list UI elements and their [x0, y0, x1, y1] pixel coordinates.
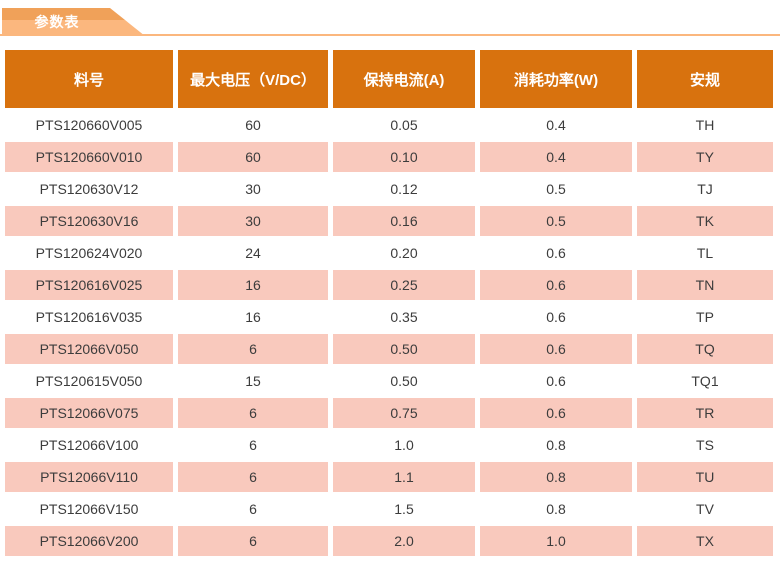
current-cell: 0.05: [333, 110, 475, 140]
cert-cell: TP: [637, 302, 773, 332]
part-cell: PTS120660V005: [5, 110, 173, 140]
current-cell: 0.25: [333, 270, 475, 300]
cert-cell: TH: [637, 110, 773, 140]
cert-cell: TJ: [637, 174, 773, 204]
table-row: PTS12066V150 6 1.5 0.8 TV: [5, 494, 773, 524]
voltage-cell: 60: [178, 142, 328, 172]
table-row: PTS120615V050 15 0.50 0.6 TQ1: [5, 366, 773, 396]
current-cell: 2.0: [333, 526, 475, 556]
cert-cell: TY: [637, 142, 773, 172]
table-body: PTS120660V005 60 0.05 0.4 TH PTS120660V010 60 0…: [5, 110, 773, 556]
voltage-cell: 6: [178, 334, 328, 364]
part-cell: PTS12066V075: [5, 398, 173, 428]
power-cell: 0.8: [480, 462, 632, 492]
part-cell: PTS120624V020: [5, 238, 173, 268]
power-cell: 0.8: [480, 494, 632, 524]
voltage-cell: 6: [178, 462, 328, 492]
cert-cell: TQ: [637, 334, 773, 364]
voltage-cell: 6: [178, 398, 328, 428]
parameter-table-tab: 参数表: [2, 8, 145, 36]
current-cell: 0.75: [333, 398, 475, 428]
cert-cell: TK: [637, 206, 773, 236]
part-cell: PTS120616V025: [5, 270, 173, 300]
cert-cell: TX: [637, 526, 773, 556]
current-cell: 0.10: [333, 142, 475, 172]
power-cell: 0.5: [480, 174, 632, 204]
power-cell: 0.6: [480, 270, 632, 300]
part-cell: PTS120660V010: [5, 142, 173, 172]
power-cell: 0.6: [480, 334, 632, 364]
cert-cell: TN: [637, 270, 773, 300]
current-cell: 0.35: [333, 302, 475, 332]
table-row: PTS12066V100 6 1.0 0.8 TS: [5, 430, 773, 460]
power-cell: 0.6: [480, 302, 632, 332]
table-row: PTS120660V010 60 0.10 0.4 TY: [5, 142, 773, 172]
power-cell: 0.4: [480, 110, 632, 140]
current-cell: 1.0: [333, 430, 475, 460]
table-row: PTS120660V005 60 0.05 0.4 TH: [5, 110, 773, 140]
tab-top-stripe: [2, 8, 145, 20]
part-cell: PTS12066V110: [5, 462, 173, 492]
power-cell: 0.6: [480, 398, 632, 428]
voltage-cell: 24: [178, 238, 328, 268]
voltage-cell: 16: [178, 302, 328, 332]
power-cell: 0.5: [480, 206, 632, 236]
power-cell: 0.6: [480, 238, 632, 268]
voltage-cell: 30: [178, 206, 328, 236]
cert-cell: TQ1: [637, 366, 773, 396]
power-cell: 0.8: [480, 430, 632, 460]
voltage-cell: 6: [178, 494, 328, 524]
table-header: 料号 最大电压（V/DC） 保持电流(A) 消耗功率(W) 安规: [5, 50, 773, 108]
part-cell: PTS120630V12: [5, 174, 173, 204]
table-row: PTS12066V200 6 2.0 1.0 TX: [5, 526, 773, 556]
current-cell: 0.16: [333, 206, 475, 236]
voltage-cell: 6: [178, 526, 328, 556]
part-cell: PTS12066V050: [5, 334, 173, 364]
power-cell: 0.6: [480, 366, 632, 396]
current-cell: 0.20: [333, 238, 475, 268]
current-cell: 1.5: [333, 494, 475, 524]
section-title: 参数表: [34, 14, 80, 30]
column-header-cert: 安规: [637, 50, 773, 108]
current-cell: 0.50: [333, 334, 475, 364]
voltage-cell: 16: [178, 270, 328, 300]
part-cell: PTS12066V100: [5, 430, 173, 460]
table-row: PTS120630V16 30 0.16 0.5 TK: [5, 206, 773, 236]
table-row: PTS120624V020 24 0.20 0.6 TL: [5, 238, 773, 268]
cert-cell: TL: [637, 238, 773, 268]
column-header-voltage: 最大电压（V/DC）: [178, 50, 328, 108]
cert-cell: TU: [637, 462, 773, 492]
table-row: PTS120630V12 30 0.12 0.5 TJ: [5, 174, 773, 204]
current-cell: 0.12: [333, 174, 475, 204]
voltage-cell: 6: [178, 430, 328, 460]
column-header-power: 消耗功率(W): [480, 50, 632, 108]
column-header-current: 保持电流(A): [333, 50, 475, 108]
tab-bottom-stripe: [2, 20, 145, 36]
header-row: 料号 最大电压（V/DC） 保持电流(A) 消耗功率(W) 安规: [5, 50, 773, 108]
power-cell: 1.0: [480, 526, 632, 556]
part-cell: PTS120616V035: [5, 302, 173, 332]
voltage-cell: 30: [178, 174, 328, 204]
column-header-part: 料号: [5, 50, 173, 108]
table-row: PTS12066V110 6 1.1 0.8 TU: [5, 462, 773, 492]
power-cell: 0.4: [480, 142, 632, 172]
current-cell: 0.50: [333, 366, 475, 396]
voltage-cell: 15: [178, 366, 328, 396]
cert-cell: TV: [637, 494, 773, 524]
cert-cell: TS: [637, 430, 773, 460]
table-row: PTS120616V025 16 0.25 0.6 TN: [5, 270, 773, 300]
voltage-cell: 60: [178, 110, 328, 140]
part-cell: PTS12066V150: [5, 494, 173, 524]
part-cell: PTS120630V16: [5, 206, 173, 236]
part-cell: PTS12066V200: [5, 526, 173, 556]
cert-cell: TR: [637, 398, 773, 428]
table-row: PTS12066V075 6 0.75 0.6 TR: [5, 398, 773, 428]
section-banner: 参数表: [0, 0, 780, 38]
part-cell: PTS120615V050: [5, 366, 173, 396]
parameter-table: 料号 最大电压（V/DC） 保持电流(A) 消耗功率(W) 安规 PTS1206…: [0, 48, 778, 558]
table-row: PTS12066V050 6 0.50 0.6 TQ: [5, 334, 773, 364]
table-row: PTS120616V035 16 0.35 0.6 TP: [5, 302, 773, 332]
current-cell: 1.1: [333, 462, 475, 492]
